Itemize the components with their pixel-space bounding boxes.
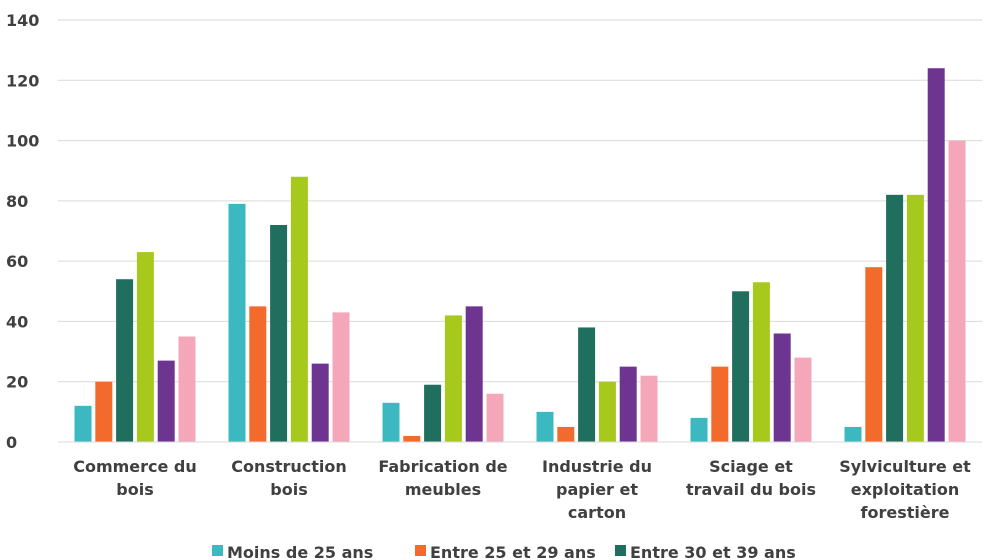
category-label: carton	[568, 503, 626, 522]
bar	[690, 417, 708, 442]
bar	[844, 426, 862, 442]
bar	[403, 435, 421, 442]
y-tick-label: 40	[6, 312, 28, 331]
y-tick-label: 100	[6, 132, 39, 151]
bar	[948, 140, 966, 443]
bar	[886, 194, 904, 442]
bar	[598, 381, 616, 442]
bar	[290, 176, 308, 442]
bar	[157, 360, 175, 442]
bar	[640, 375, 658, 442]
category-labels: Commerce du bois Construction bois Fabricati…	[73, 457, 971, 522]
bar	[95, 381, 113, 442]
category-label: papier et	[556, 480, 638, 499]
legend-swatch	[415, 545, 426, 556]
y-tick-label: 0	[6, 433, 17, 452]
bar	[311, 363, 329, 442]
bar	[927, 68, 945, 442]
y-tick-label: 120	[6, 71, 39, 90]
category-label: exploitation	[851, 480, 960, 499]
bar	[619, 366, 637, 442]
bar	[752, 282, 770, 442]
bar	[332, 312, 350, 442]
bar	[732, 291, 750, 442]
y-tick-label: 80	[6, 192, 28, 211]
category-label: Fabrication de	[378, 457, 507, 476]
bar	[228, 203, 246, 442]
category-label: Construction	[231, 457, 347, 476]
category-label: bois	[270, 480, 307, 499]
bar	[794, 357, 812, 442]
bar	[536, 411, 554, 442]
y-axis-ticks: 0 20 40 60 80 100 120 140	[6, 11, 39, 452]
y-tick-label: 60	[6, 252, 28, 271]
grid-lines	[58, 19, 982, 383]
legend-swatch	[212, 545, 223, 556]
bar	[270, 224, 288, 442]
category-label: meubles	[405, 480, 481, 499]
bar	[136, 252, 154, 442]
category-label: bois	[116, 480, 153, 499]
bar	[382, 402, 400, 442]
category-label: Commerce du	[73, 457, 197, 476]
bar	[444, 315, 462, 442]
bar	[711, 366, 729, 442]
category-label: Sylviculture et	[839, 457, 971, 476]
y-tick-label: 20	[6, 373, 28, 392]
category-label: travail du bois	[686, 480, 816, 499]
legend: Moins de 25 ans Entre 25 et 29 ans Entre 3…	[212, 543, 796, 560]
bar	[486, 393, 504, 442]
bar	[116, 279, 134, 442]
legend-label: Entre 30 et 39 ans	[630, 543, 796, 560]
legend-label: Moins de 25 ans	[227, 543, 373, 560]
bar	[906, 194, 924, 442]
bar	[249, 306, 267, 442]
category-label: Industrie du	[542, 457, 652, 476]
category-label: forestière	[861, 503, 950, 522]
legend-swatch	[615, 545, 626, 556]
bar	[74, 405, 92, 442]
bar	[178, 336, 196, 442]
bar	[557, 426, 575, 442]
bar	[865, 267, 883, 442]
legend-label: Entre 25 et 29 ans	[430, 543, 596, 560]
y-tick-label: 140	[6, 11, 39, 30]
bar	[424, 384, 442, 442]
bars	[74, 68, 966, 443]
bar	[578, 327, 596, 442]
bar	[465, 306, 483, 442]
bar	[773, 333, 791, 442]
category-label: Sciage et	[709, 457, 793, 476]
